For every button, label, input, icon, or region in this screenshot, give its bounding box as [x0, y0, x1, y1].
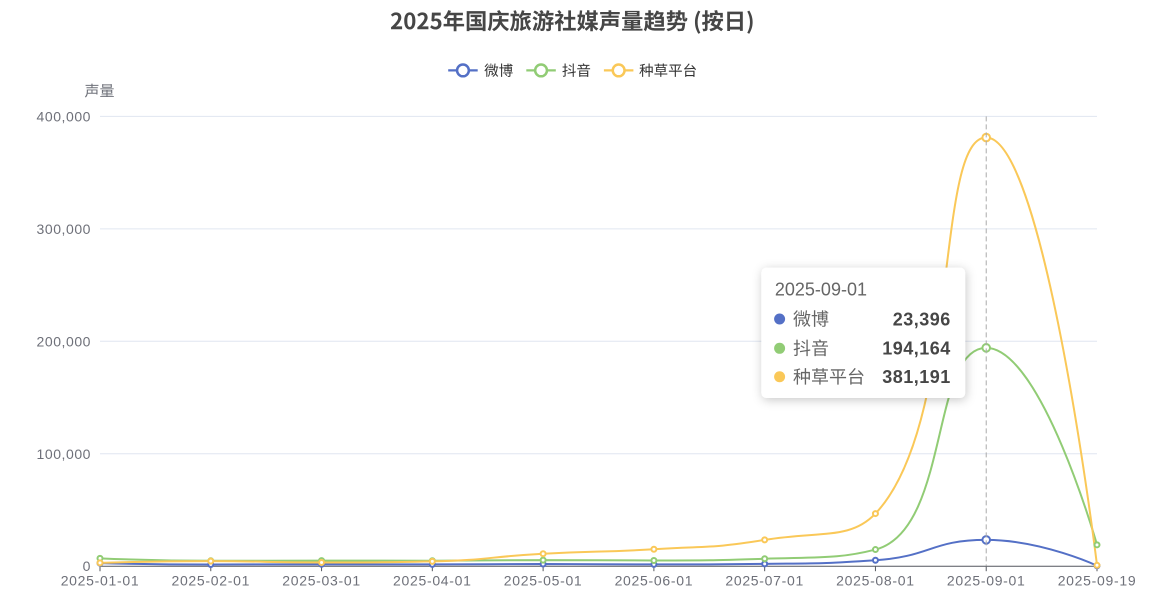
- svg-text:381,191: 381,191: [882, 367, 951, 387]
- svg-text:2025-09-01: 2025-09-01: [947, 573, 1026, 589]
- svg-text:100,000: 100,000: [37, 446, 91, 462]
- svg-text:300,000: 300,000: [37, 221, 91, 237]
- svg-text:400,000: 400,000: [37, 108, 91, 124]
- svg-text:0: 0: [83, 558, 91, 574]
- svg-text:2025-03-01: 2025-03-01: [282, 573, 361, 589]
- svg-text:2025-09-19: 2025-09-19: [1058, 573, 1137, 589]
- svg-text:194,164: 194,164: [882, 339, 951, 359]
- svg-text:2025-08-01: 2025-08-01: [836, 573, 915, 589]
- svg-text:2025-04-01: 2025-04-01: [393, 573, 472, 589]
- svg-text:2025-05-01: 2025-05-01: [504, 573, 583, 589]
- svg-text:200,000: 200,000: [37, 333, 91, 349]
- svg-text:2025-09-01: 2025-09-01: [775, 279, 867, 299]
- svg-text:23,396: 23,396: [893, 309, 951, 329]
- svg-text:2025-07-01: 2025-07-01: [725, 573, 804, 589]
- svg-text:2025-02-01: 2025-02-01: [171, 573, 250, 589]
- svg-text:2025-06-01: 2025-06-01: [615, 573, 694, 589]
- svg-text:2025-01-01: 2025-01-01: [61, 573, 140, 589]
